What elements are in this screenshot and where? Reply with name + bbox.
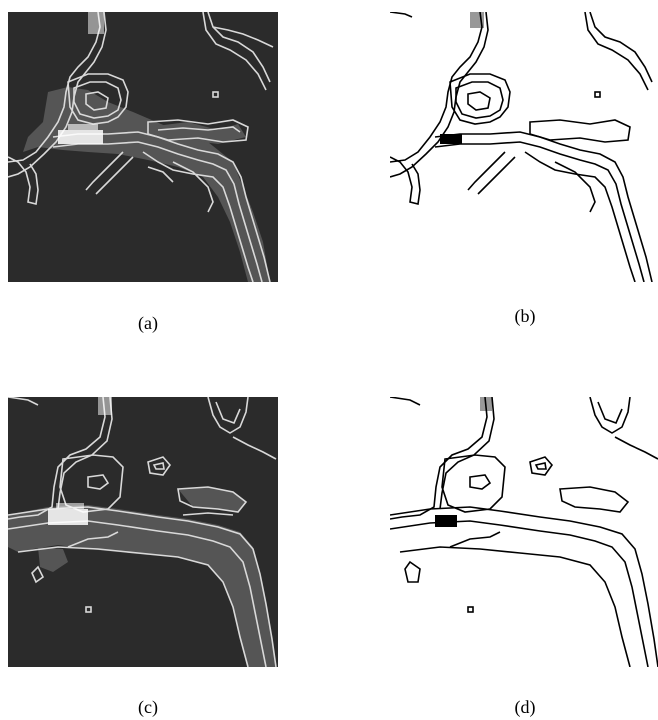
panel-b-background [390,12,658,282]
panel-c-highlights [48,397,112,525]
panel-d-svg [390,397,658,667]
panel-a-image [8,12,278,282]
panel-a-svg [8,12,278,282]
panel-b-svg [390,12,658,282]
panel-a-highlights [58,12,104,144]
panel-d-dense-spot [435,397,492,527]
panel-b-image [390,12,658,282]
panel-c-image [8,397,278,667]
panel-b-contours [390,12,653,282]
panel-c-regions [8,487,276,667]
panel-d-contours [390,397,658,667]
caption-a: (a) [138,313,158,333]
panel-b-dense-spot [440,12,484,144]
caption-b: (b) [514,306,536,326]
caption-d: (d) [514,697,536,717]
panel-c-svg [8,397,278,667]
panel-d-image [390,397,658,667]
panel-a-contours [8,12,274,282]
caption-c: (c) [138,697,158,717]
